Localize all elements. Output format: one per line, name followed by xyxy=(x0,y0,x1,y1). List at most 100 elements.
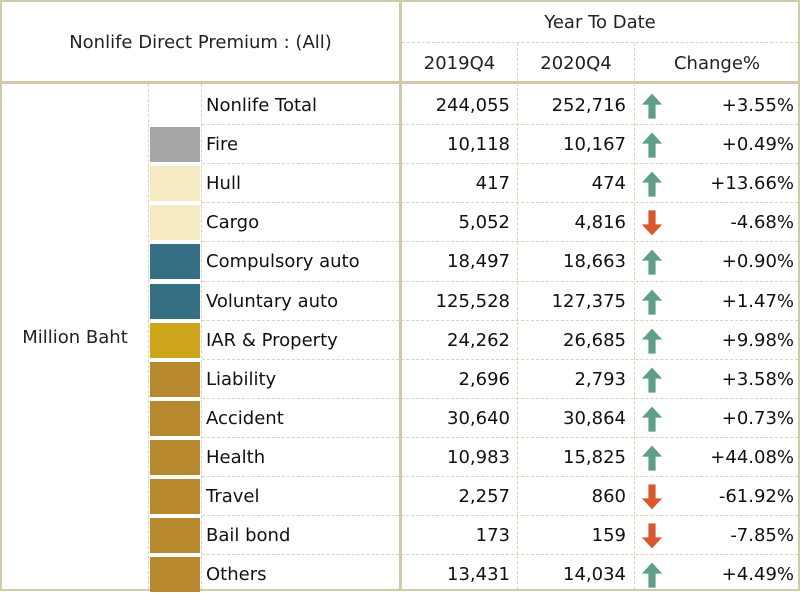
value-2020q4: 18,663 xyxy=(563,251,626,273)
change-percent: +3.58% xyxy=(721,368,794,390)
table-title: Nonlife Direct Premium : (All) xyxy=(69,31,332,53)
arrow-down-icon xyxy=(640,522,664,550)
arrow-up-icon xyxy=(640,170,664,198)
value-2019q4: 2,257 xyxy=(458,486,510,507)
row-label: Accident xyxy=(206,407,284,429)
row-divider xyxy=(202,515,798,517)
category-color-swatch xyxy=(150,88,200,123)
value-2020q4: 860 xyxy=(591,486,626,507)
table-row: IAR & Property 24,262 26,685 +9.98% xyxy=(0,321,800,360)
value-2020q4: 26,685 xyxy=(563,329,626,351)
value-2020q4: 252,716 xyxy=(551,95,626,116)
divider-col1 xyxy=(517,43,518,589)
col-header-prev: 2019Q4 xyxy=(423,52,496,74)
row-divider xyxy=(202,280,798,282)
value-2019q4: 244,055 xyxy=(435,95,510,116)
row-label: Nonlife Total xyxy=(206,95,318,116)
row-label: Bail bond xyxy=(206,525,291,547)
row-divider xyxy=(202,319,798,321)
category-color-swatch xyxy=(150,479,200,514)
table-row: Others 13,431 14,034 +4.49% xyxy=(0,555,800,594)
category-color-swatch xyxy=(150,322,200,358)
change-percent: +13.66% xyxy=(710,173,794,195)
unit-label: Million Baht xyxy=(22,326,128,348)
row-divider xyxy=(202,202,798,204)
value-2020q4: 474 xyxy=(591,173,626,195)
row-label: Others xyxy=(206,564,267,586)
table-row: Health 10,983 15,825 +44.08% xyxy=(0,438,800,477)
value-2019q4: 18,497 xyxy=(447,251,510,273)
value-2020q4: 10,167 xyxy=(563,134,626,156)
value-2019q4: 5,052 xyxy=(458,212,510,234)
arrow-up-icon xyxy=(640,405,664,433)
value-2019q4: 13,431 xyxy=(447,564,510,586)
table-row: Accident 30,640 30,864 +0.73% xyxy=(0,399,800,438)
row-divider xyxy=(202,476,798,477)
table-row: Voluntary auto 125,528 127,375 +1.47% xyxy=(0,282,800,321)
arrow-up-icon xyxy=(640,248,664,276)
arrow-up-icon xyxy=(640,131,664,159)
change-percent: +0.90% xyxy=(721,251,794,273)
row-label: IAR & Property xyxy=(206,329,338,351)
change-percent: -61.92% xyxy=(718,486,794,507)
value-2020q4: 4,816 xyxy=(574,212,626,234)
table-row: Liability 2,696 2,793 +3.58% xyxy=(0,360,800,399)
table-row: Cargo 5,052 4,816 -4.68% xyxy=(0,203,800,242)
change-percent: +0.49% xyxy=(721,134,794,156)
change-percent: +9.98% xyxy=(721,329,794,351)
table-row: Hull 417 474 +13.66% xyxy=(0,164,800,203)
arrow-down-icon xyxy=(640,483,664,511)
arrow-up-icon xyxy=(640,561,664,589)
row-divider xyxy=(202,358,798,360)
arrow-up-icon xyxy=(640,92,664,120)
arrow-down-icon xyxy=(640,209,664,237)
change-percent: +4.49% xyxy=(721,564,794,586)
value-2019q4: 417 xyxy=(475,173,510,195)
change-percent: +3.55% xyxy=(721,95,794,116)
value-2020q4: 159 xyxy=(591,525,626,547)
row-label: Health xyxy=(206,446,266,468)
change-percent: -7.85% xyxy=(730,525,794,547)
value-2020q4: 30,864 xyxy=(563,407,626,429)
table-row: Fire 10,118 10,167 +0.49% xyxy=(0,125,800,164)
row-divider xyxy=(202,124,798,126)
category-color-swatch xyxy=(150,127,200,163)
table-row: Travel 2,257 860 -61.92% xyxy=(0,477,800,516)
change-percent: +44.08% xyxy=(710,446,794,468)
ytd-header: Year To Date xyxy=(544,11,656,33)
arrow-up-icon xyxy=(640,287,664,315)
row-label: Compulsory auto xyxy=(206,251,360,273)
category-color-swatch xyxy=(150,244,200,280)
category-color-swatch xyxy=(150,166,200,202)
category-color-swatch xyxy=(150,518,200,554)
row-label: Liability xyxy=(206,368,277,390)
category-color-swatch xyxy=(150,283,200,319)
arrow-up-icon xyxy=(640,366,664,394)
row-label: Hull xyxy=(206,173,241,195)
arrow-up-icon xyxy=(640,327,664,354)
value-2020q4: 127,375 xyxy=(551,290,626,312)
row-label: Travel xyxy=(206,486,260,507)
arrow-up-icon xyxy=(640,444,664,472)
value-2020q4: 2,793 xyxy=(574,368,626,390)
value-2020q4: 15,825 xyxy=(563,446,626,468)
row-divider xyxy=(202,163,798,165)
value-2019q4: 125,528 xyxy=(435,290,510,312)
row-divider xyxy=(202,241,798,243)
value-2019q4: 10,983 xyxy=(447,446,510,468)
table-row: Bail bond 173 159 -7.85% xyxy=(0,516,800,555)
table-row: Nonlife Total 244,055 252,716 +3.55% xyxy=(0,86,800,125)
row-label: Cargo xyxy=(206,212,260,234)
value-2019q4: 173 xyxy=(475,525,510,547)
col-header-change: Change% xyxy=(673,52,761,74)
change-percent: -4.68% xyxy=(730,212,794,234)
divider-vertical-main xyxy=(399,2,402,589)
divider-unit xyxy=(148,84,149,589)
row-divider xyxy=(202,436,798,438)
row-divider xyxy=(202,397,798,399)
category-color-swatch xyxy=(150,400,200,436)
value-2019q4: 10,118 xyxy=(447,134,510,156)
category-color-swatch xyxy=(150,439,200,475)
